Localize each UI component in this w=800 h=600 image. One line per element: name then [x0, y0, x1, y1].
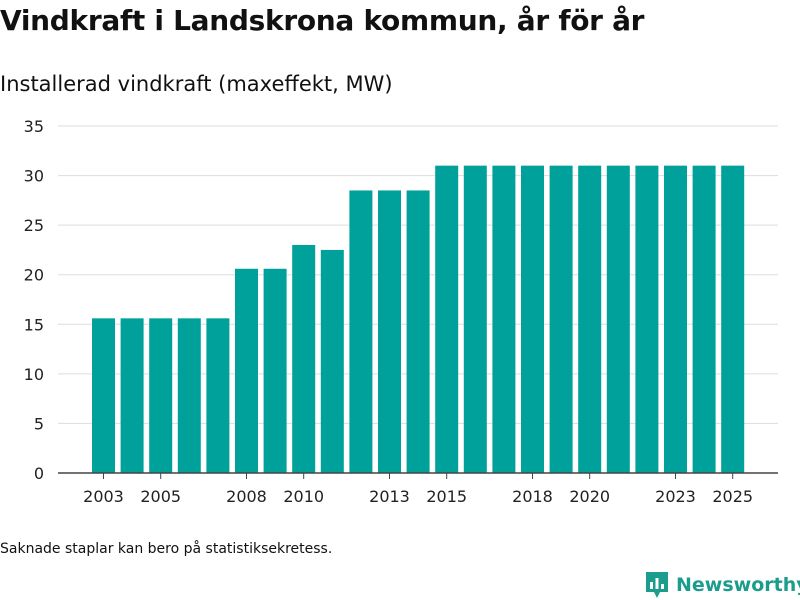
y-tick-label: 0	[34, 464, 44, 483]
y-tick-label: 30	[24, 167, 44, 186]
newsworthy-logo-icon	[646, 572, 668, 598]
bar-2024	[692, 165, 716, 473]
x-tick-label: 2008	[226, 487, 267, 506]
bar-2010	[292, 244, 316, 473]
bar-2025	[721, 165, 745, 473]
footnote: Saknade staplar kan bero på statistiksek…	[0, 541, 333, 557]
bar-2008	[235, 268, 258, 473]
x-axis-ticks: 2003 2005 2008 2010 2013 2015 2018 2020 2023 2025	[83, 473, 753, 506]
y-tick-label: 5	[34, 414, 44, 433]
bar-2020	[578, 165, 602, 473]
bar-2003	[92, 318, 115, 473]
bar-2007	[206, 318, 230, 473]
x-tick-label: 2025	[712, 487, 753, 506]
bar-2023	[664, 165, 687, 473]
bar-2004	[120, 318, 144, 473]
y-tick-label: 20	[24, 266, 44, 285]
x-tick-label: 2005	[140, 487, 181, 506]
chart-title: Vindkraft i Landskrona kommun, år för år	[0, 4, 645, 37]
brand-logo: Newsworthy	[644, 570, 800, 600]
x-tick-label: 2020	[569, 487, 610, 506]
y-tick-label: 15	[24, 315, 44, 334]
x-tick-label: 2013	[369, 487, 410, 506]
bar-2015	[435, 165, 459, 473]
bar-2006	[177, 318, 201, 473]
bar-2014	[406, 190, 430, 473]
bars	[92, 165, 745, 473]
brand-name: Newsworthy	[676, 574, 800, 596]
bar-2012	[349, 190, 373, 473]
chart-subtitle: Installerad vindkraft (maxeffekt, MW)	[0, 72, 393, 96]
x-tick-label: 2023	[655, 487, 696, 506]
bar-2005	[149, 318, 173, 473]
x-tick-label: 2015	[426, 487, 467, 506]
x-tick-label: 2018	[512, 487, 553, 506]
bar-2009	[263, 268, 287, 473]
bar-2017	[492, 165, 516, 473]
bar-2018	[521, 165, 544, 473]
bar-2019	[549, 165, 573, 473]
y-tick-label: 35	[24, 117, 44, 136]
bar-2021	[606, 165, 630, 473]
x-tick-label: 2010	[283, 487, 324, 506]
bar-2022	[635, 165, 659, 473]
y-tick-label: 10	[24, 365, 44, 384]
bar-2016	[463, 165, 487, 473]
bar-2013	[378, 190, 401, 473]
y-tick-label: 25	[24, 216, 44, 235]
x-tick-label: 2003	[83, 487, 124, 506]
y-axis-ticks: 0 5 10 15 20 25 30 35	[24, 117, 44, 483]
bar-2011	[320, 249, 344, 473]
